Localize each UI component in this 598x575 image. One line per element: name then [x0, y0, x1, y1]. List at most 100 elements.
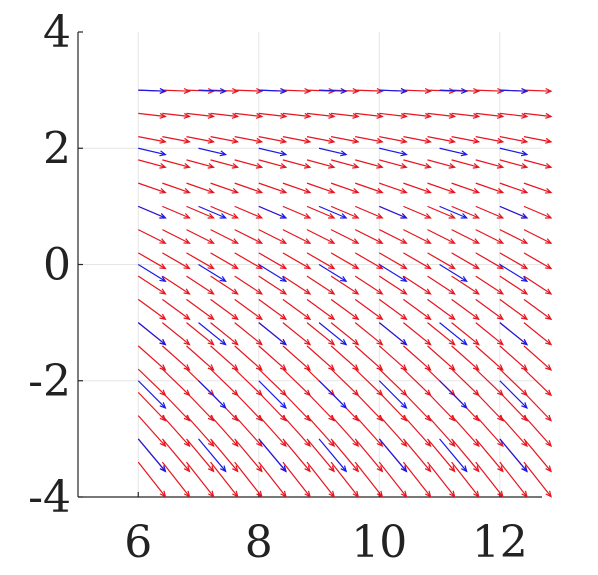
vector-arrow: [403, 136, 432, 144]
vector-arrow: [354, 229, 384, 244]
vector-arrow: [523, 298, 553, 321]
vector-arrow: [523, 322, 553, 346]
vector-arrow: [306, 136, 336, 144]
vector-arrow: [499, 298, 529, 321]
vector-arrow: [306, 205, 336, 219]
vector-arrow: [186, 182, 215, 194]
vector-arrow: [137, 263, 167, 283]
vector-arrow: [523, 87, 553, 94]
vector-arrow: [499, 438, 528, 473]
vector-arrow: [186, 438, 215, 473]
vector-arrow: [523, 136, 553, 144]
vector-arrow: [162, 298, 191, 321]
vector-arrow: [451, 415, 480, 448]
vector-arrow: [210, 182, 240, 194]
vector-arrow: [258, 229, 288, 244]
vector-arrow: [403, 229, 432, 244]
vector-arrow: [330, 368, 360, 397]
vector-arrow: [258, 438, 287, 473]
vector-arrow: [402, 438, 432, 473]
vector-arrow: [379, 205, 408, 219]
vector-arrow: [198, 438, 227, 473]
vector-arrow: [475, 461, 504, 498]
vector-arrow: [427, 182, 457, 194]
vector-arrow: [282, 275, 312, 295]
vector-arrow: [258, 380, 287, 409]
vector-arrow: [282, 461, 311, 498]
vector-arrow: [354, 438, 384, 473]
vector-arrow: [282, 438, 311, 473]
red-arrow-series: [137, 87, 553, 498]
vector-arrow: [318, 322, 348, 346]
vector-arrow: [258, 298, 288, 321]
vector-arrow: [306, 112, 336, 119]
vector-arrow: [185, 461, 215, 498]
vector-arrow: [499, 87, 529, 94]
vector-arrow: [258, 415, 287, 448]
vector-arrow: [499, 345, 529, 371]
vector-arrow: [427, 159, 457, 169]
y-tick-label: 2: [43, 123, 71, 174]
vector-arrow: [210, 229, 240, 244]
vector-arrow: [306, 159, 336, 169]
vector-arrow: [306, 182, 336, 194]
vector-arrow: [282, 252, 312, 270]
vector-arrow: [523, 112, 553, 119]
vector-arrow: [499, 182, 529, 194]
vector-arrow: [403, 182, 432, 194]
vector-arrow: [210, 461, 239, 498]
vector-arrow: [138, 87, 167, 94]
vector-arrow: [210, 298, 239, 321]
vector-arrow: [318, 263, 348, 283]
vector-arrow: [354, 345, 384, 371]
vector-arrow: [210, 136, 240, 144]
vector-arrow: [137, 275, 167, 295]
vector-arrow: [137, 229, 167, 244]
vector-arrow: [234, 159, 264, 169]
vector-arrow: [234, 391, 263, 422]
vector-arrow: [138, 205, 167, 219]
vector-arrow: [186, 298, 215, 321]
vector-arrow: [330, 275, 360, 295]
vector-arrow: [355, 159, 384, 169]
vector-arrow: [439, 438, 468, 473]
vector-arrow: [499, 368, 528, 397]
vector-arrow: [161, 322, 191, 346]
vector-arrow: [439, 147, 469, 157]
vector-arrow: [475, 298, 505, 321]
vector-arrow: [282, 159, 312, 169]
vector-arrow: [451, 438, 480, 473]
vector-arrow: [403, 112, 432, 119]
vector-arrow: [137, 461, 167, 498]
vector-arrow: [138, 112, 167, 119]
vector-arrow: [162, 229, 191, 244]
vector-arrow: [258, 205, 288, 219]
vector-arrow: [282, 205, 312, 219]
vector-arrow: [499, 205, 529, 219]
vector-arrow: [137, 252, 167, 270]
vector-arrow: [330, 322, 360, 346]
vector-arrow: [475, 345, 504, 371]
vector-arrow: [451, 229, 481, 244]
vector-arrow: [475, 182, 505, 194]
vector-arrow: [306, 275, 336, 295]
vector-arrow: [234, 415, 263, 448]
vector-arrow: [355, 136, 384, 144]
vector-arrow: [282, 368, 312, 397]
vector-arrow: [258, 275, 288, 295]
vector-arrow: [186, 159, 216, 169]
vector-arrow: [379, 112, 408, 119]
y-tick-label: -4: [28, 472, 71, 523]
vector-arrow: [186, 391, 215, 422]
vector-arrow: [451, 112, 481, 119]
vector-arrow: [138, 159, 167, 169]
vector-arrow: [403, 159, 432, 169]
vector-arrow: [403, 205, 432, 219]
vector-arrow: [210, 438, 239, 473]
vector-arrow: [306, 415, 336, 448]
vector-arrow: [402, 415, 432, 448]
vector-arrow: [439, 87, 469, 94]
vector-arrow: [354, 182, 384, 194]
vector-arrow: [282, 391, 312, 422]
